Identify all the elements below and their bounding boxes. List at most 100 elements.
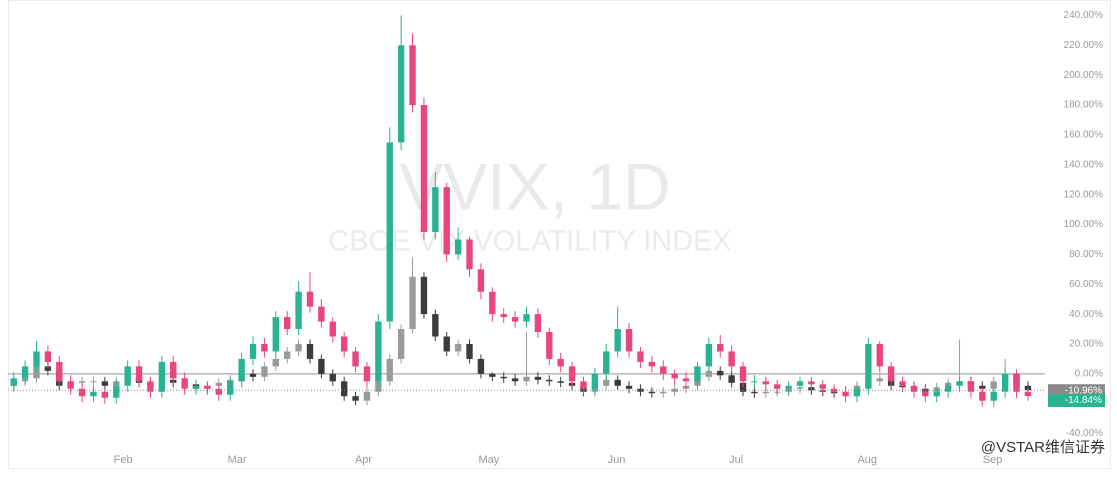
candle-body xyxy=(990,391,997,401)
candle-body xyxy=(272,358,279,367)
x-tick-label: Jun xyxy=(608,454,626,466)
candle-body xyxy=(591,373,599,389)
watermark-title: VVIX, 1D xyxy=(399,149,670,223)
y-tick-label: 120.00% xyxy=(1064,189,1104,200)
candle-body xyxy=(261,366,268,377)
y-tick-label: 80.00% xyxy=(1069,249,1103,260)
candle-body xyxy=(432,187,439,232)
last-value-tag xyxy=(1048,394,1105,408)
candle-body xyxy=(56,361,63,382)
y-tick-label: -40.00% xyxy=(1066,428,1103,439)
candle-body xyxy=(762,391,769,394)
x-tick-label: Aug xyxy=(857,454,877,466)
candle-body xyxy=(284,317,291,330)
candle-body xyxy=(78,388,86,397)
candle-body xyxy=(717,370,724,376)
candle-body xyxy=(352,396,359,401)
candle-body xyxy=(876,378,883,382)
candle-body xyxy=(603,351,610,374)
candle-body xyxy=(420,276,428,315)
candle-body xyxy=(340,381,348,397)
candle-body xyxy=(420,105,428,232)
candle-body xyxy=(796,381,804,386)
candle-body xyxy=(922,391,929,397)
candle-body xyxy=(739,366,747,382)
candle-body xyxy=(887,366,895,382)
candle-body xyxy=(614,379,621,386)
candle-body xyxy=(249,343,257,359)
y-tick-label: 0.00% xyxy=(1075,368,1103,379)
candle-body xyxy=(204,385,211,389)
brand-watermark: @VSTAR维信证券 xyxy=(981,439,1105,456)
candle-body xyxy=(454,239,462,255)
candle-body xyxy=(78,381,86,383)
candle-body xyxy=(568,366,576,382)
candle-body xyxy=(181,378,188,389)
candle-body xyxy=(284,351,291,359)
candle-body xyxy=(660,391,667,394)
candle-body xyxy=(853,388,861,397)
candle-body xyxy=(272,317,279,352)
candle-body xyxy=(1024,391,1032,397)
candle-body xyxy=(158,361,166,392)
candle-body xyxy=(295,291,302,330)
candle-body xyxy=(261,343,268,352)
watermark-subtitle: CBOE VIX VOLATILITY INDEX xyxy=(328,226,731,258)
x-tick-label: Apr xyxy=(355,454,372,466)
y-tick-label: 220.00% xyxy=(1064,40,1104,51)
candle-body xyxy=(944,385,952,392)
candle-body xyxy=(352,351,359,367)
candle-body xyxy=(90,381,97,383)
candle-body xyxy=(363,366,371,382)
candle-body xyxy=(705,343,713,367)
candle-body xyxy=(67,381,74,389)
y-tick-label: 100.00% xyxy=(1064,219,1104,230)
candle-body xyxy=(44,351,52,362)
x-tick-label: Mar xyxy=(228,454,247,466)
candle-body xyxy=(705,370,713,377)
candle-body xyxy=(170,361,177,379)
x-tick-label: Sep xyxy=(983,454,1003,466)
candle-body xyxy=(500,376,507,379)
candle-body xyxy=(979,391,986,401)
candle-body xyxy=(557,381,564,383)
candle-body xyxy=(990,381,997,389)
candle-body xyxy=(466,239,473,270)
candle-body xyxy=(192,385,200,389)
candle-body xyxy=(489,291,496,315)
candle-body xyxy=(774,384,781,389)
candle-body xyxy=(728,351,735,367)
candle-body xyxy=(147,381,154,392)
candle-body xyxy=(90,391,97,397)
candle-body xyxy=(603,379,610,386)
candle-body xyxy=(329,321,336,337)
candle-body xyxy=(762,381,769,385)
candle-body xyxy=(397,45,405,143)
candle-body xyxy=(728,375,735,383)
candle-body xyxy=(910,385,918,392)
candle-body xyxy=(113,385,120,398)
candle-body xyxy=(363,391,371,401)
last-value-label: -14.84% xyxy=(1065,395,1102,406)
candle-body xyxy=(625,329,633,352)
candle-body xyxy=(340,336,348,352)
candle-body xyxy=(648,391,656,394)
candle-body xyxy=(318,358,325,374)
y-tick-label: 240.00% xyxy=(1064,10,1104,21)
candle-body xyxy=(466,343,473,359)
y-tick-label: 60.00% xyxy=(1069,279,1103,290)
candle-body xyxy=(454,343,462,352)
y-tick-label: 20.00% xyxy=(1069,339,1103,350)
candle-body xyxy=(546,332,553,359)
candle-body xyxy=(386,142,393,322)
candle-body xyxy=(1001,373,1009,392)
candle-body xyxy=(489,373,496,377)
candle-body xyxy=(819,384,826,389)
candle-body xyxy=(249,373,257,377)
candle-body xyxy=(580,381,587,389)
candle-body xyxy=(375,321,382,382)
candle-body xyxy=(899,381,906,386)
candle-body xyxy=(44,366,52,371)
